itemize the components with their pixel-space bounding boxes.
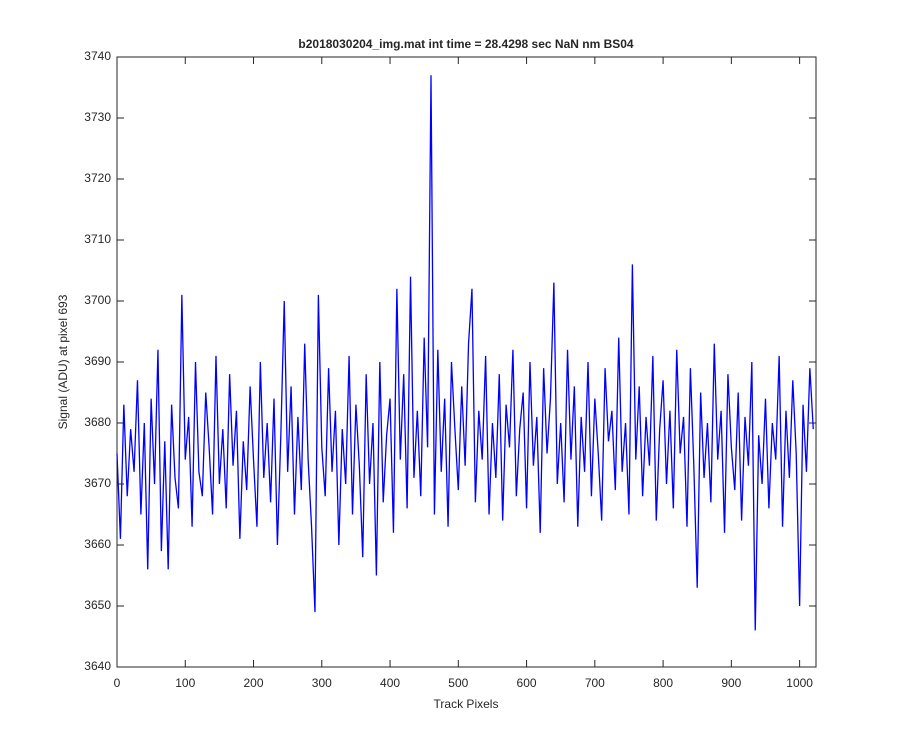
y-tick-label: 3730 xyxy=(84,110,111,124)
y-tick-label: 3690 xyxy=(84,354,111,368)
x-tick-label: 300 xyxy=(312,676,332,690)
x-tick-label: 200 xyxy=(244,676,264,690)
y-tick-label: 3650 xyxy=(84,598,111,612)
y-tick-label: 3660 xyxy=(84,537,111,551)
y-tick-label: 3720 xyxy=(84,171,111,185)
x-tick-label: 0 xyxy=(114,676,121,690)
y-tick-label: 3740 xyxy=(84,49,111,63)
x-tick-label: 700 xyxy=(585,676,605,690)
x-tick-label: 100 xyxy=(175,676,195,690)
y-tick-label: 3700 xyxy=(84,293,111,307)
y-axis-label: Signal (ADU) at pixel 693 xyxy=(56,294,70,429)
chart-title: b2018030204_img.mat int time = 28.4298 s… xyxy=(298,37,634,51)
x-tick-label: 900 xyxy=(721,676,741,690)
x-axis-label: Track Pixels xyxy=(434,697,499,711)
x-tick-label: 800 xyxy=(653,676,673,690)
data-line xyxy=(116,75,814,631)
x-tick-label: 1000 xyxy=(786,676,813,690)
y-tick-label: 3670 xyxy=(84,476,111,490)
x-tick-label: 400 xyxy=(380,676,400,690)
y-tick-label: 3640 xyxy=(84,659,111,673)
y-tick-label: 3710 xyxy=(84,232,111,246)
x-tick-label: 500 xyxy=(448,676,468,690)
y-tick-label: 3680 xyxy=(84,415,111,429)
x-tick-label: 600 xyxy=(517,676,537,690)
